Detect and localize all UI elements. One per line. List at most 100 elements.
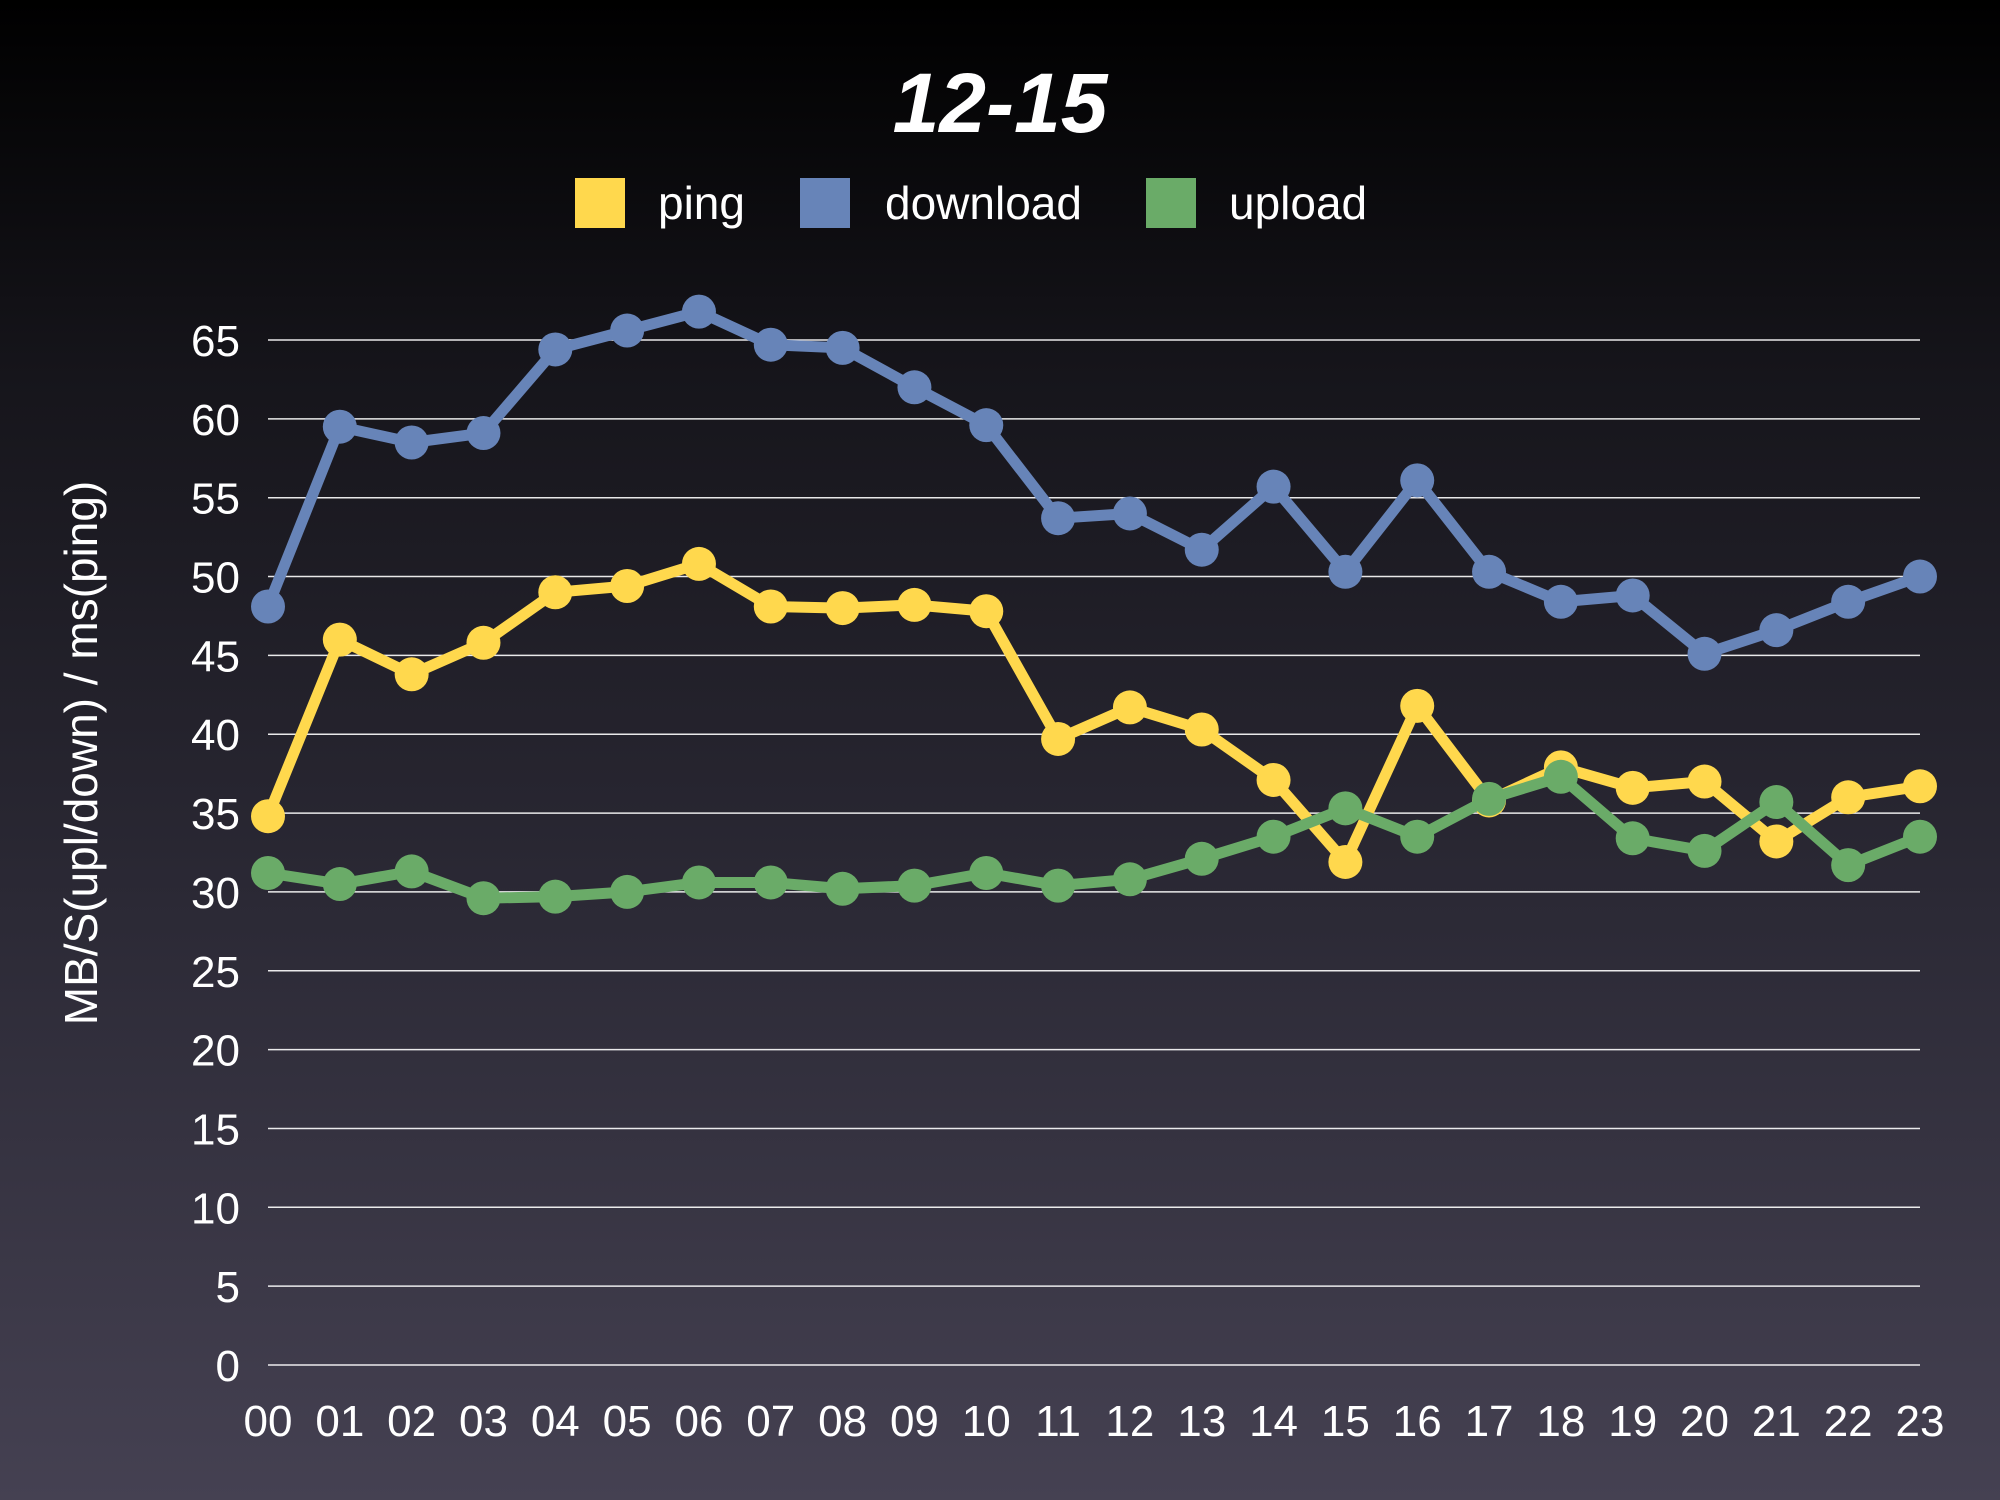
- point-upload-12: [1112, 862, 1147, 897]
- point-download-03: [466, 416, 501, 451]
- x-tick-label-20: 20: [1680, 1397, 1729, 1446]
- point-upload-08: [825, 871, 860, 906]
- point-ping-05: [610, 569, 645, 603]
- point-download-09: [897, 370, 932, 405]
- chart-title: 12-15: [893, 56, 1109, 150]
- point-upload-06: [681, 865, 716, 900]
- point-upload-15: [1328, 791, 1363, 826]
- legend-swatch-download: [800, 178, 850, 228]
- point-download-21: [1759, 613, 1794, 648]
- x-tick-label-19: 19: [1608, 1397, 1657, 1446]
- point-upload-07: [753, 865, 788, 900]
- point-download-14: [1256, 469, 1291, 504]
- point-download-12: [1112, 496, 1147, 531]
- point-download-16: [1400, 463, 1435, 498]
- y-tick-label-30: 30: [191, 869, 240, 918]
- x-tick-label-15: 15: [1321, 1397, 1370, 1446]
- x-axis-ticks: 00 01 02 03 04 05 06 07 08 09 10 11 12 13 14 15 16 17 18 19…: [244, 1397, 1945, 1446]
- point-upload-20: [1687, 833, 1722, 868]
- legend-label-upload: upload: [1229, 177, 1367, 229]
- point-download-18: [1543, 584, 1578, 619]
- y-tick-label-25: 25: [191, 948, 240, 997]
- x-tick-label-10: 10: [962, 1397, 1011, 1446]
- point-ping-01: [322, 622, 357, 657]
- y-tick-label-55: 55: [191, 475, 240, 524]
- point-ping-04: [538, 575, 573, 610]
- x-tick-label-07: 07: [746, 1397, 795, 1446]
- point-ping-02: [394, 657, 429, 692]
- y-tick-label-0: 0: [216, 1342, 240, 1391]
- point-ping-21: [1759, 824, 1794, 859]
- y-tick-label-5: 5: [216, 1263, 240, 1312]
- point-ping-23: [1903, 769, 1937, 804]
- point-upload-18: [1543, 759, 1578, 794]
- point-upload-17: [1472, 781, 1507, 816]
- y-tick-label-20: 20: [191, 1027, 240, 1076]
- y-tick-label-50: 50: [191, 554, 240, 603]
- legend-swatch-upload: [1146, 178, 1196, 228]
- x-tick-label-23: 23: [1896, 1397, 1945, 1446]
- series-group: [251, 294, 1937, 916]
- point-download-06: [681, 294, 716, 329]
- point-upload-11: [1041, 868, 1076, 903]
- point-ping-06: [681, 546, 716, 581]
- point-upload-19: [1615, 821, 1650, 856]
- point-download-05: [610, 313, 645, 348]
- legend-label-ping: ping: [658, 177, 745, 229]
- series-line-download: [262, 306, 1926, 660]
- point-upload-13: [1184, 841, 1219, 876]
- legend-label-download: download: [885, 177, 1082, 229]
- point-upload-00: [251, 856, 285, 890]
- x-tick-label-06: 06: [674, 1397, 723, 1446]
- x-tick-label-16: 16: [1393, 1397, 1442, 1446]
- point-download-10: [969, 408, 1004, 443]
- point-upload-01: [322, 867, 357, 902]
- x-tick-label-03: 03: [459, 1397, 508, 1446]
- grid-lines: [268, 339, 1920, 1366]
- x-tick-label-04: 04: [531, 1397, 580, 1446]
- x-tick-label-18: 18: [1536, 1397, 1585, 1446]
- x-tick-label-12: 12: [1105, 1397, 1154, 1446]
- point-download-15: [1328, 554, 1363, 589]
- point-ping-00: [251, 799, 285, 834]
- point-download-00: [251, 589, 285, 624]
- x-tick-label-00: 00: [244, 1397, 293, 1446]
- y-tick-label-35: 35: [191, 790, 240, 839]
- y-tick-label-65: 65: [191, 317, 240, 366]
- point-upload-05: [610, 874, 645, 909]
- legend-swatch-ping: [575, 178, 625, 228]
- point-download-23: [1903, 559, 1937, 594]
- x-tick-label-08: 08: [818, 1397, 867, 1446]
- x-tick-label-22: 22: [1824, 1397, 1873, 1446]
- point-upload-22: [1831, 848, 1866, 883]
- point-ping-13: [1184, 712, 1219, 747]
- point-ping-15: [1328, 844, 1363, 879]
- point-download-19: [1615, 578, 1650, 613]
- point-upload-04: [538, 879, 573, 914]
- point-download-08: [825, 330, 860, 365]
- point-ping-16: [1400, 688, 1435, 723]
- point-upload-14: [1256, 819, 1291, 854]
- point-upload-10: [969, 856, 1004, 890]
- x-tick-label-05: 05: [603, 1397, 652, 1446]
- x-tick-label-09: 09: [890, 1397, 939, 1446]
- series-upload: [251, 759, 1937, 916]
- point-download-11: [1041, 501, 1076, 536]
- y-tick-label-10: 10: [191, 1184, 240, 1233]
- point-download-13: [1184, 532, 1219, 567]
- point-download-20: [1687, 636, 1722, 671]
- point-ping-09: [897, 587, 932, 622]
- legend: ping download upload: [575, 177, 1367, 229]
- point-ping-10: [969, 594, 1004, 629]
- point-upload-16: [1400, 819, 1435, 854]
- x-tick-label-01: 01: [315, 1397, 364, 1446]
- x-tick-label-11: 11: [1035, 1397, 1081, 1446]
- point-ping-22: [1831, 780, 1866, 815]
- point-ping-08: [825, 591, 860, 626]
- point-download-07: [753, 327, 788, 362]
- x-tick-label-14: 14: [1249, 1397, 1298, 1446]
- series-ping: [251, 546, 1937, 879]
- point-ping-11: [1041, 721, 1076, 756]
- y-tick-label-45: 45: [191, 632, 240, 681]
